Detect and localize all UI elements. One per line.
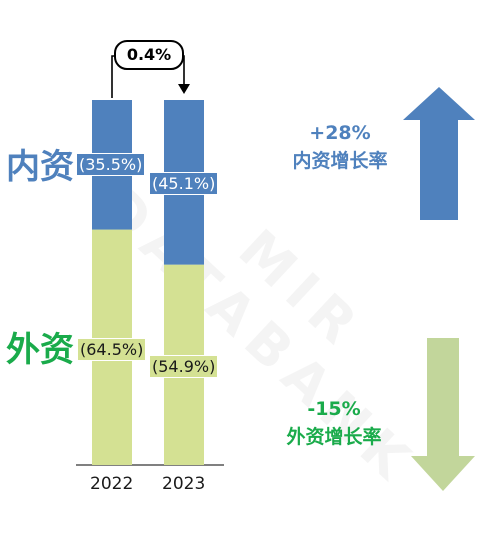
up-arrow-icon <box>403 87 475 220</box>
foreign-rate-label: 外资增长率 <box>286 426 382 448</box>
domestic-rate: +28% 内资增长率 <box>262 122 418 173</box>
x-tick-2023: 2023 <box>162 474 206 494</box>
difference-callout: 0.4% <box>114 40 184 70</box>
domestic-side-label: 内资 <box>6 147 74 187</box>
foreign-2023-label: (54.9%) <box>149 355 219 378</box>
annotation-arrowhead <box>178 84 190 94</box>
foreign-rate: -15% 外资增长率 <box>256 398 412 449</box>
foreign-rate-value: -15% <box>307 398 361 420</box>
domestic-2022-label: (35.5%) <box>76 153 146 176</box>
domestic-2023-label: (45.1%) <box>149 172 219 195</box>
down-arrow-icon <box>411 338 475 491</box>
domestic-rate-value: +28% <box>309 122 371 144</box>
foreign-side-label: 外资 <box>6 330 74 370</box>
foreign-2022-label: (64.5%) <box>77 338 147 361</box>
x-tick-2022: 2022 <box>90 474 134 494</box>
domestic-rate-label: 内资增长率 <box>292 150 388 172</box>
